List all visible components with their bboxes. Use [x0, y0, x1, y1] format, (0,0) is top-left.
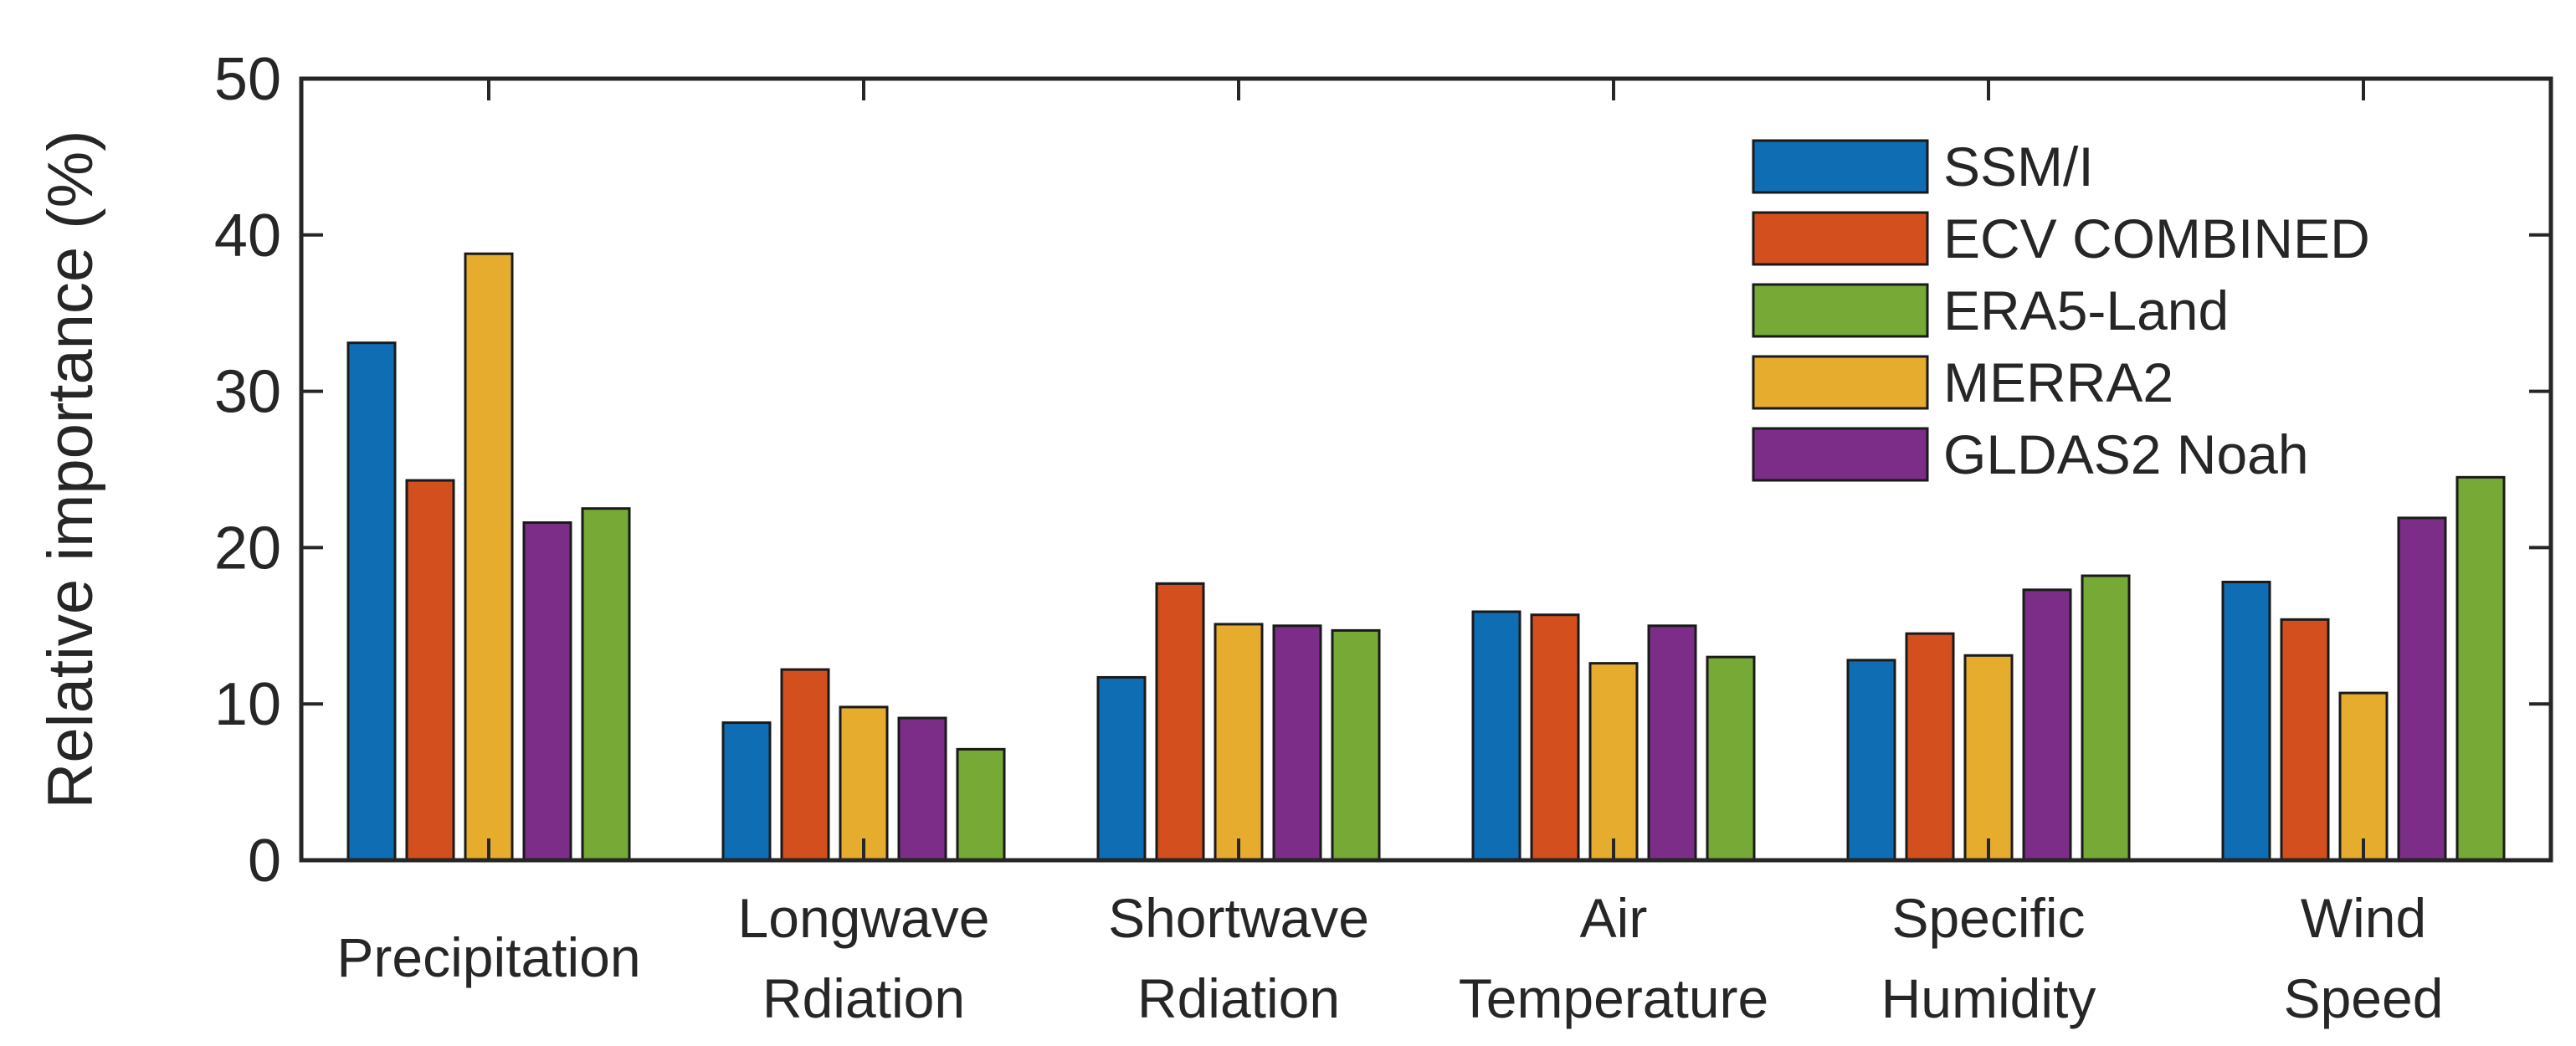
y-tick-label: 40: [214, 203, 281, 269]
y-tick-label: 0: [248, 828, 281, 895]
bar-ssm-i-0: [346, 341, 397, 862]
bar-ssm-i-5: [2221, 580, 2271, 862]
x-category-label: Longwave: [738, 887, 990, 949]
bar-gldas2-noah-3: [1647, 624, 1697, 862]
bar-ecv-combined-1: [780, 668, 830, 862]
bar-gldas2-noah-0: [522, 521, 572, 862]
bar-ecv-combined-4: [1905, 632, 1955, 862]
bar-ecv-combined-5: [2280, 618, 2330, 862]
bar-ssm-i-2: [1096, 675, 1147, 862]
bar-merra2-0: [464, 252, 514, 862]
bar-era5-land-5: [2455, 475, 2506, 862]
bar-merra2-3: [1588, 662, 1639, 862]
bar-merra2-2: [1214, 623, 1264, 862]
legend-label: MERRA2: [1943, 351, 2173, 413]
x-category-label: Rdiation: [1137, 967, 1340, 1029]
bar-ecv-combined-3: [1530, 613, 1580, 862]
x-category-label: Rdiation: [762, 967, 965, 1029]
legend-label: SSM/I: [1943, 136, 2094, 197]
bar-era5-land-1: [956, 747, 1006, 862]
legend-swatch-era5-land: [1752, 283, 1929, 338]
bars-layer: [346, 252, 2506, 862]
legend-label: GLDAS2 Noah: [1943, 423, 2309, 485]
x-category-label: Temperature: [1459, 967, 1769, 1029]
bar-ssm-i-1: [721, 721, 772, 862]
x-category-label: Shortwave: [1108, 887, 1369, 949]
x-category-label: Precipitation: [336, 926, 640, 988]
x-category-label: Humidity: [1881, 967, 2096, 1029]
bar-gldas2-noah-2: [1272, 624, 1322, 862]
x-category-label: Air: [1580, 887, 1648, 949]
bar-gldas2-noah-1: [897, 716, 947, 862]
legend-label: ECV COMBINED: [1943, 208, 2370, 269]
y-tick-labels: 0 10 20 30 40 50: [214, 46, 281, 895]
bar-era5-land-4: [2081, 574, 2131, 862]
legend-swatch-merra2: [1752, 355, 1929, 410]
legend-swatch-gldas2-noah: [1752, 427, 1929, 482]
bar-ecv-combined-0: [405, 479, 455, 862]
y-tick-label: 10: [214, 671, 281, 738]
ticks-layer: [301, 77, 2551, 862]
y-tick-label: 30: [214, 359, 281, 426]
x-category-label: Specific: [1891, 887, 2085, 949]
legend-label: ERA5-Land: [1943, 279, 2229, 341]
bar-gldas2-noah-5: [2397, 516, 2447, 862]
bar-era5-land-2: [1331, 628, 1381, 862]
bar-ssm-i-3: [1471, 610, 1521, 862]
y-tick-label: 20: [214, 515, 281, 582]
bar-merra2-1: [839, 705, 889, 862]
bar-ecv-combined-2: [1155, 582, 1205, 862]
category-labels: Precipitation Longwave Rdiation Shortwave Rd…: [336, 887, 2443, 1029]
bar-merra2-5: [2338, 691, 2389, 862]
bar-ssm-i-4: [1846, 659, 1896, 862]
axes-box: [299, 76, 2553, 863]
bar-era5-land-3: [1706, 655, 1756, 862]
y-axis-label: Relative importance (%): [35, 131, 106, 809]
bar-merra2-4: [1963, 654, 2014, 862]
y-tick-label: 50: [214, 46, 281, 113]
bar-era5-land-0: [581, 507, 631, 862]
x-category-label: Wind: [2301, 887, 2426, 949]
bar-gldas2-noah-4: [2022, 588, 2072, 862]
legend-swatch-ecv-combined: [1752, 211, 1929, 266]
legend-swatch-ssm-i: [1752, 139, 1929, 194]
legend: SSM/I ECV COMBINED ERA5-Land MERRA2 GLDAS2 N…: [1752, 136, 2370, 485]
x-category-label: Speed: [2284, 967, 2444, 1029]
